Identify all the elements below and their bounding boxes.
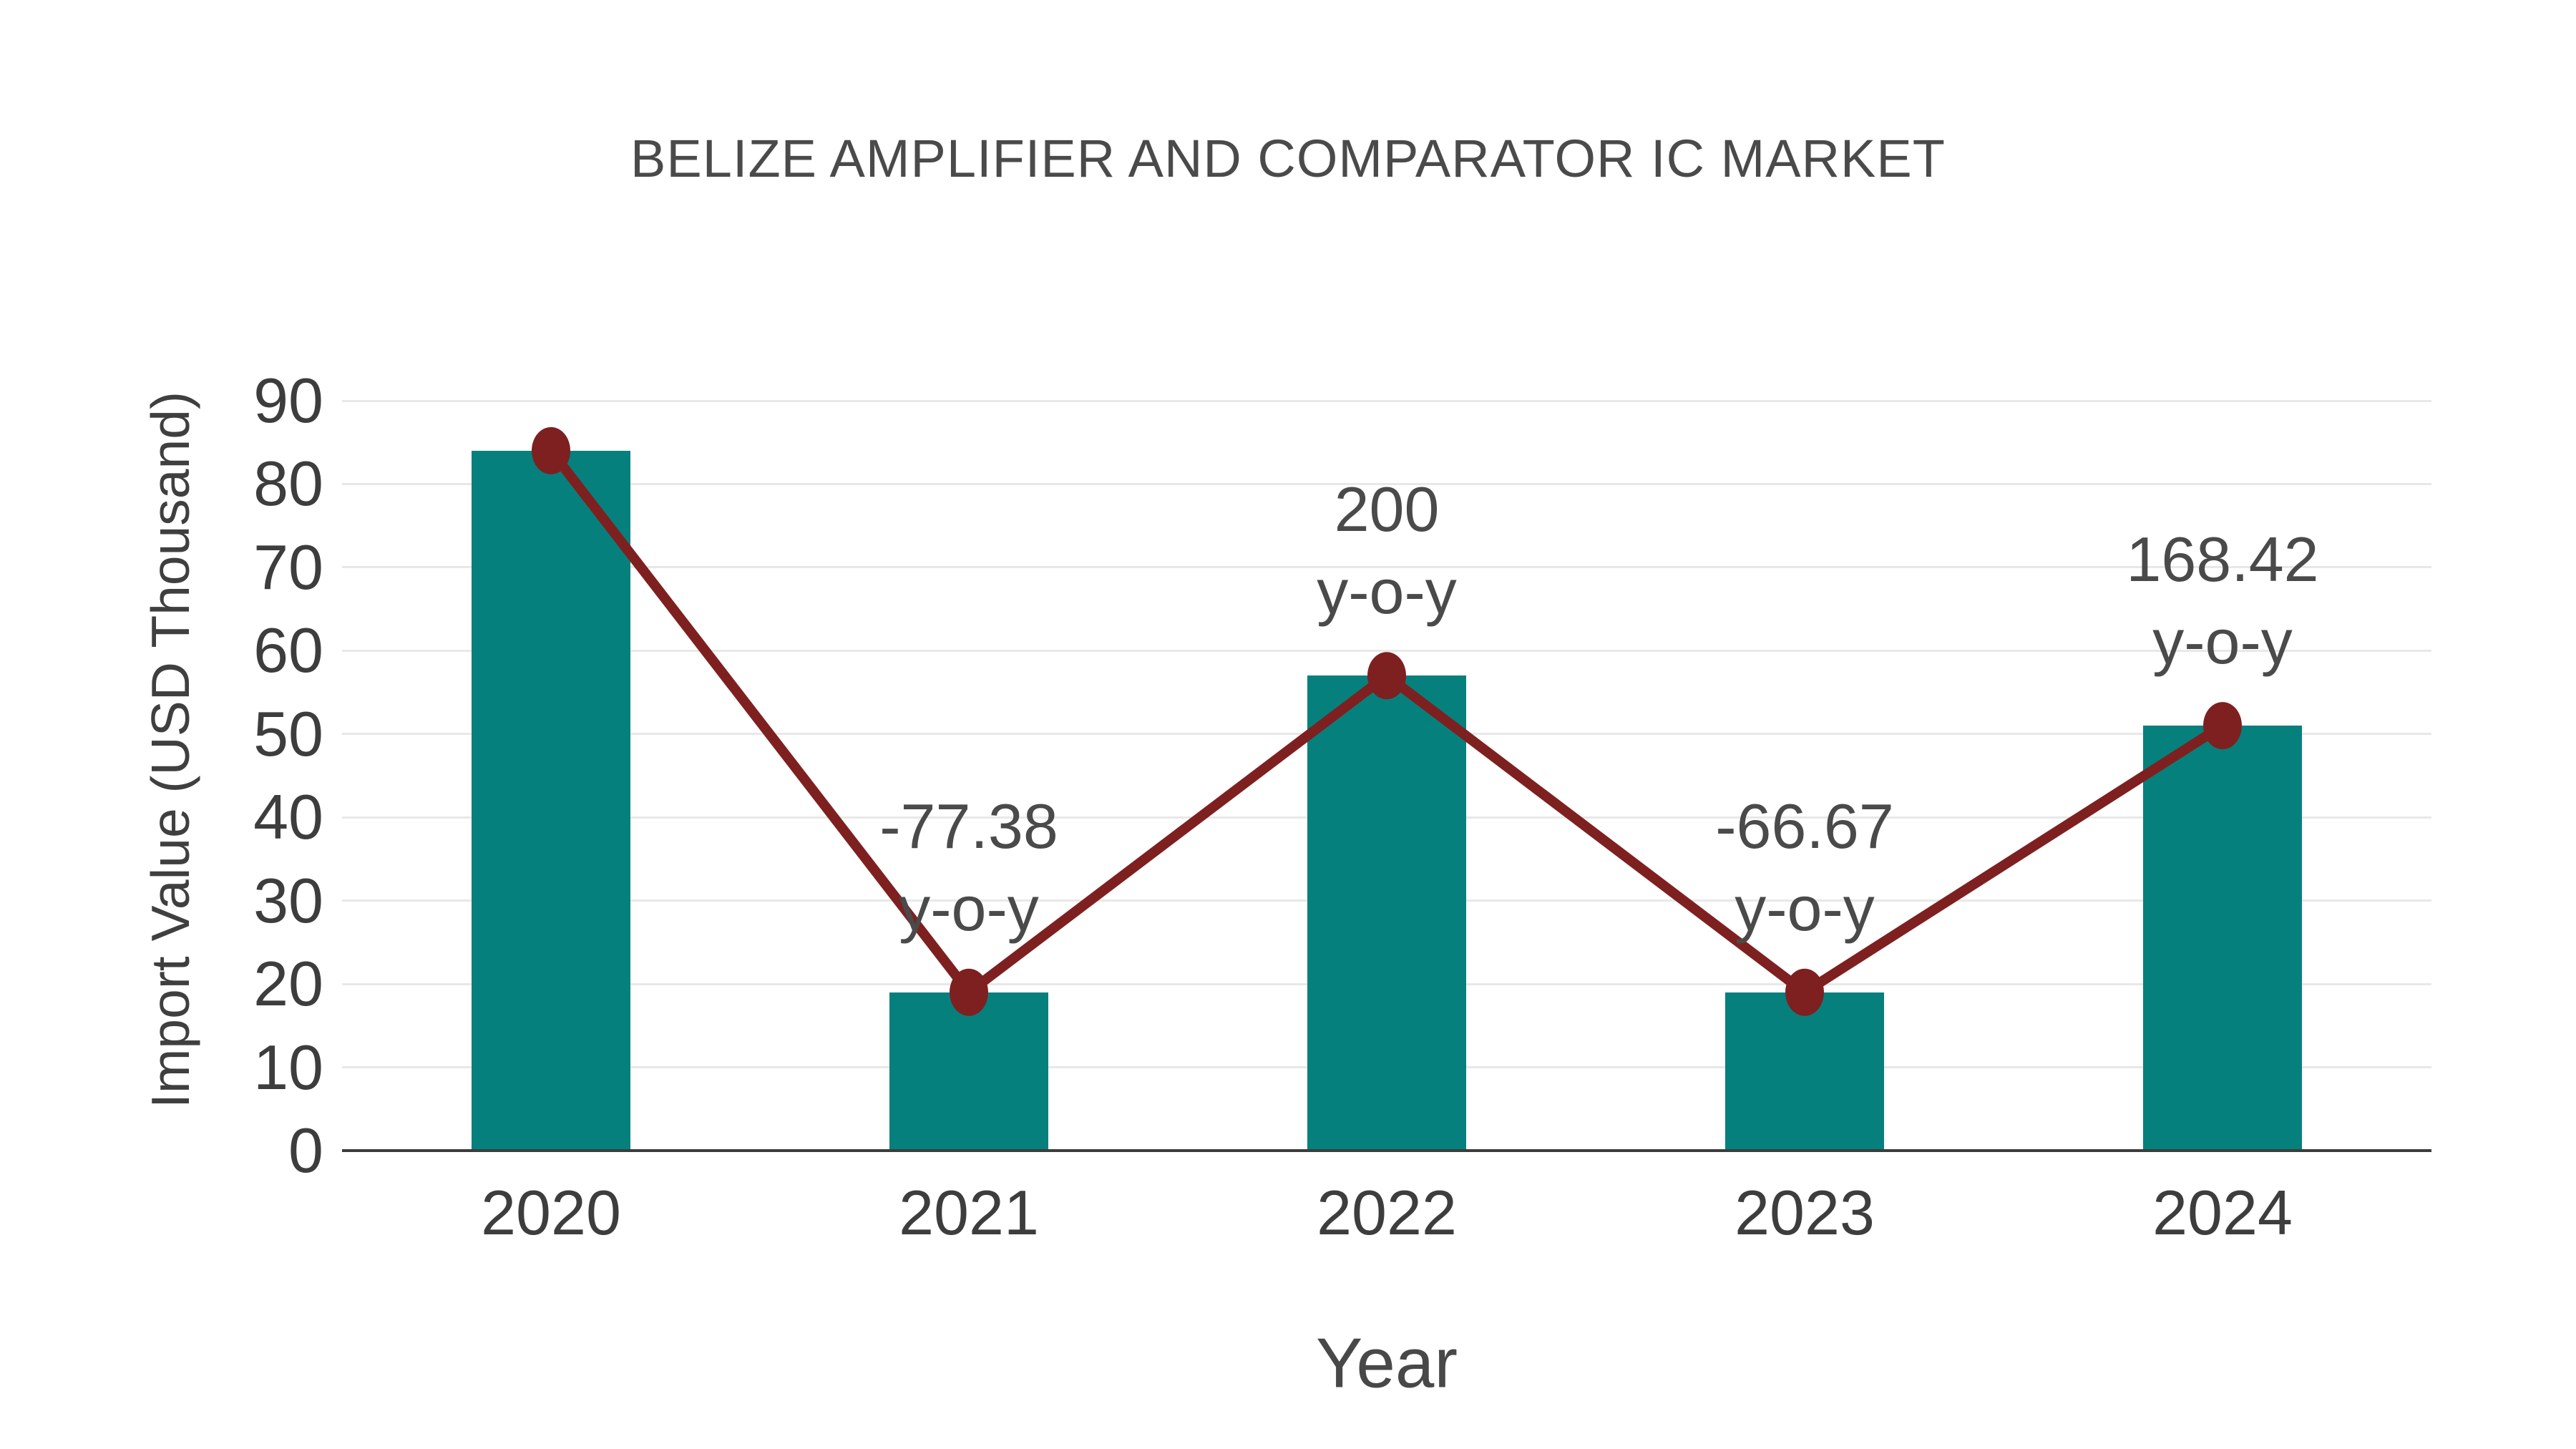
bar-2021: [889, 992, 1048, 1151]
bar-2023: [1725, 992, 1884, 1151]
y-tick-label-80: 80: [253, 448, 323, 519]
yoy-suffix-2022: y-o-y: [1317, 556, 1457, 628]
y-tick-label-0: 0: [288, 1115, 323, 1186]
yoy-suffix-2021: y-o-y: [899, 872, 1039, 944]
y-tick-label-50: 50: [253, 698, 323, 769]
yoy-suffix-2023: y-o-y: [1735, 872, 1875, 944]
x-tick-label-2020: 2020: [481, 1177, 621, 1248]
plot-area: 0 10 20 30 40 50 60 70 80 90 -77.38 y-o-y 200 y-o-y -…: [253, 365, 2431, 1248]
y-tick-label-10: 10: [253, 1031, 323, 1103]
bar-2020: [472, 450, 630, 1151]
y-tick-label-20: 20: [253, 948, 323, 1020]
trend-marker-2022: [1367, 652, 1406, 700]
x-tick-label-2023: 2023: [1735, 1177, 1875, 1248]
gridline-90: [342, 399, 2431, 402]
y-axis-title: Import Value (USD Thousand): [140, 391, 200, 1108]
x-axis-title: Year: [1315, 1323, 1458, 1402]
yoy-value-2022: 200: [1334, 474, 1440, 545]
y-tick-label-70: 70: [253, 531, 323, 602]
chart-title: BELIZE AMPLIFIER AND COMPARATOR IC MARKE…: [630, 129, 1946, 188]
gridline-70: [342, 566, 2431, 569]
trend-line-layer: [532, 426, 2242, 1016]
y-tick-label-60: 60: [253, 615, 323, 686]
x-axis-line: [342, 1149, 2431, 1152]
trend-marker-2023: [1785, 968, 1824, 1016]
yoy-suffix-2024: y-o-y: [2152, 606, 2293, 678]
y-tick-label-40: 40: [253, 781, 323, 853]
bar-2022: [1307, 675, 1466, 1151]
gridline-60: [342, 649, 2431, 652]
trend-marker-2021: [950, 968, 988, 1016]
x-tick-label-2021: 2021: [899, 1177, 1039, 1248]
yoy-value-2021: -77.38: [879, 790, 1058, 862]
trend-markers: [532, 426, 2242, 1016]
y-tick-label-90: 90: [253, 365, 323, 436]
trend-marker-2024: [2203, 702, 2242, 750]
trend-marker-2020: [532, 426, 570, 474]
gridline-80: [342, 482, 2431, 485]
x-tick-label-2024: 2024: [2152, 1177, 2293, 1248]
x-tick-label-2022: 2022: [1317, 1177, 1457, 1248]
yoy-value-2024: 168.42: [2126, 524, 2319, 595]
bar-2024: [2143, 726, 2302, 1151]
yoy-value-2023: -66.67: [1715, 790, 1894, 862]
y-tick-label-30: 30: [253, 864, 323, 936]
